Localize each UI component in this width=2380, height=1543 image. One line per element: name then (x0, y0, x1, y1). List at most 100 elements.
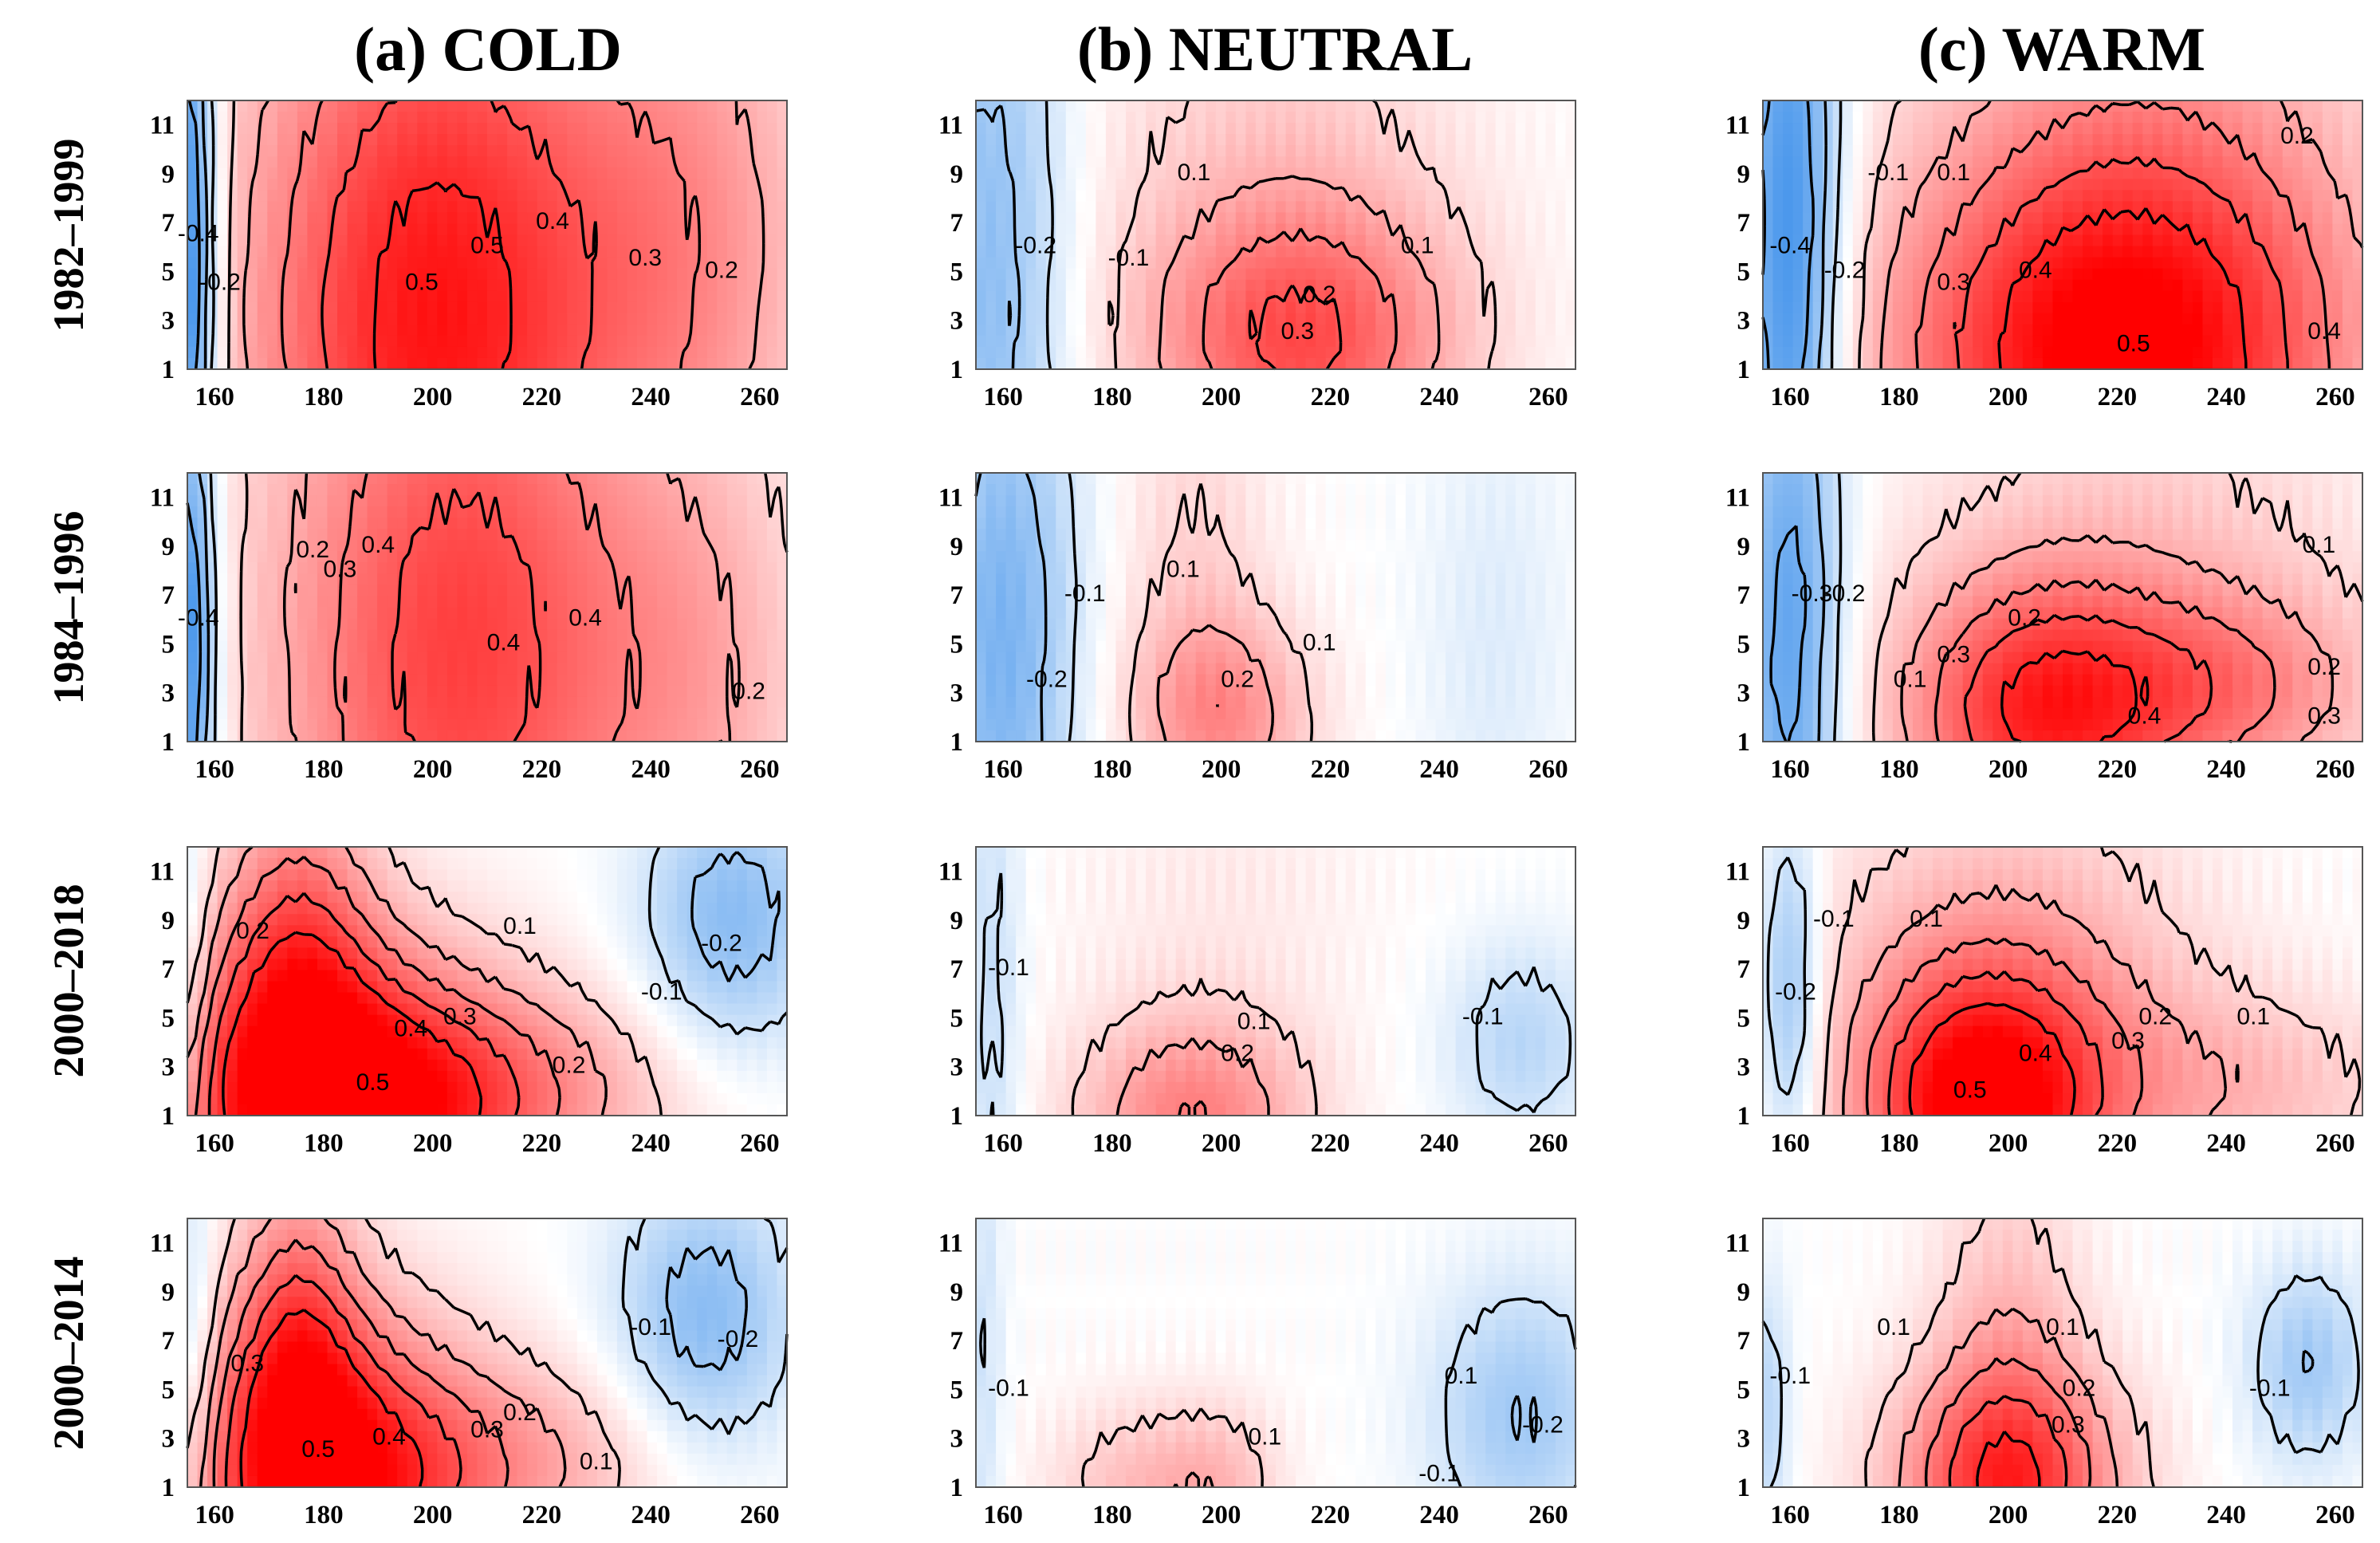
heatmap-cell (427, 234, 438, 247)
heatmap-cell (2152, 167, 2163, 179)
heatmap-cell (497, 201, 508, 214)
heatmap-cell (1085, 335, 1096, 348)
heatmap-cell (2112, 357, 2123, 370)
heatmap-cell (507, 145, 518, 157)
heatmap-cell (267, 357, 278, 370)
heatmap-cell (1565, 134, 1576, 146)
heatmap-cell (2052, 279, 2063, 292)
heatmap-cell (1375, 190, 1387, 202)
heatmap-cell (2213, 324, 2224, 337)
heatmap-cell (2103, 290, 2114, 303)
heatmap-cell (1355, 145, 1367, 157)
heatmap-cell (1902, 123, 1914, 135)
heatmap-cell (2142, 134, 2154, 146)
heatmap-cell (976, 324, 987, 337)
heatmap-cell (367, 730, 378, 742)
heatmap-cell (327, 346, 338, 359)
heatmap-cell (417, 212, 428, 225)
heatmap-cell (1455, 268, 1466, 281)
heatmap-cell (2202, 223, 2213, 236)
heatmap-cell (667, 335, 678, 348)
heatmap-cell (2052, 100, 2063, 112)
heatmap-cell (2132, 290, 2143, 303)
heatmap-cell (1942, 346, 1953, 359)
heatmap-cell (706, 257, 718, 270)
heatmap-cell (2342, 279, 2354, 292)
heatmap-cell (1245, 167, 1257, 179)
heatmap-cell (1973, 279, 1984, 292)
heatmap-cell (1336, 190, 1347, 202)
heatmap-cell (187, 663, 199, 675)
heatmap-cell (257, 585, 268, 597)
heatmap-cell (2122, 123, 2134, 135)
heatmap-cell (1065, 335, 1076, 348)
heatmap-cell (1096, 257, 1107, 270)
heatmap-cell (1365, 357, 1376, 370)
heatmap-cell (1792, 179, 1804, 191)
heatmap-cell (557, 145, 568, 157)
heatmap-cell (686, 145, 698, 157)
heatmap-cell (2192, 246, 2204, 258)
heatmap-cell (397, 529, 408, 541)
heatmap-cell (1025, 234, 1037, 247)
heatmap-cell (1096, 190, 1107, 202)
heatmap-cell (1016, 223, 1027, 236)
heatmap-cell (1085, 257, 1096, 270)
heatmap-cell (1126, 179, 1137, 191)
heatmap-cell (2342, 156, 2354, 168)
heatmap-cell (1285, 156, 1296, 168)
heatmap-cell (1942, 190, 1953, 202)
heatmap-cell (1065, 179, 1076, 191)
y-tick-label: 7 (950, 209, 964, 238)
heatmap-cell (2092, 257, 2103, 270)
heatmap-cell (2122, 145, 2134, 157)
heatmap-cell (307, 223, 318, 236)
heatmap-cell (996, 234, 1007, 247)
heatmap-cell (1515, 313, 1526, 325)
heatmap-cell (1763, 301, 1774, 314)
heatmap-cell (337, 268, 348, 281)
heatmap-cell (347, 190, 358, 202)
heatmap-cell (407, 562, 418, 574)
heatmap-cell (1792, 301, 1804, 314)
heatmap-cell (726, 234, 738, 247)
heatmap-cell (1175, 167, 1186, 179)
heatmap-cell (466, 167, 478, 179)
heatmap-cell (307, 707, 318, 720)
heatmap-cell (647, 246, 658, 258)
heatmap-cell (647, 100, 658, 112)
heatmap-cell (1166, 246, 1177, 258)
heatmap-cell (1065, 123, 1076, 135)
heatmap-cell (1863, 112, 1874, 124)
heatmap-cell (257, 268, 268, 281)
heatmap-cell (1285, 257, 1296, 270)
heatmap-cell (297, 179, 308, 191)
heatmap-cell (357, 640, 368, 653)
heatmap-cell (1225, 279, 1237, 292)
heatmap-cell (387, 324, 398, 337)
heatmap-cell (1395, 212, 1406, 225)
heatmap-cell (407, 290, 418, 303)
heatmap-cell (1783, 167, 1794, 179)
heatmap-cell (477, 112, 488, 124)
heatmap-cell (457, 246, 468, 258)
heatmap-cell (1285, 123, 1296, 135)
heatmap-cell (647, 212, 658, 225)
heatmap-cell (2063, 346, 2074, 359)
heatmap-cell (1305, 145, 1316, 157)
heatmap-cell (1565, 313, 1576, 325)
heatmap-cell (1316, 268, 1327, 281)
heatmap-cell (2332, 212, 2343, 225)
heatmap-cell (287, 257, 298, 270)
heatmap-cell (1973, 201, 1984, 214)
heatmap-cell (407, 179, 418, 191)
heatmap-cell (267, 596, 278, 608)
heatmap-cell (1096, 357, 1107, 370)
heatmap-cell (317, 484, 328, 496)
heatmap-cell (667, 223, 678, 236)
heatmap-cell (607, 268, 618, 281)
heatmap-cell (2132, 190, 2143, 202)
heatmap-cell (717, 279, 728, 292)
heatmap-cell (1255, 257, 1267, 270)
heatmap-cell (1385, 190, 1396, 202)
